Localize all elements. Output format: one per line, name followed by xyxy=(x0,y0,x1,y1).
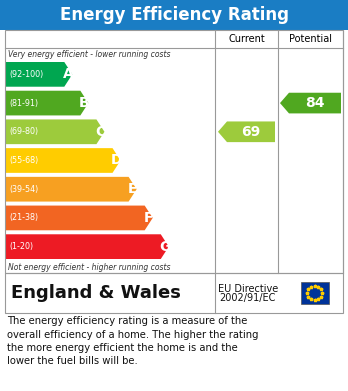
Text: (1-20): (1-20) xyxy=(9,242,33,251)
Text: 69: 69 xyxy=(242,125,261,139)
Polygon shape xyxy=(6,91,88,115)
Text: The energy efficiency rating is a measure of the: The energy efficiency rating is a measur… xyxy=(7,316,247,326)
Text: (39-54): (39-54) xyxy=(9,185,38,194)
Text: Very energy efficient - lower running costs: Very energy efficient - lower running co… xyxy=(8,50,171,59)
Text: G: G xyxy=(159,240,171,254)
Text: Current: Current xyxy=(228,34,265,44)
Text: 2002/91/EC: 2002/91/EC xyxy=(220,293,276,303)
Polygon shape xyxy=(218,122,275,142)
Text: C: C xyxy=(95,125,105,139)
Text: EU Directive: EU Directive xyxy=(218,284,278,294)
Text: lower the fuel bills will be.: lower the fuel bills will be. xyxy=(7,357,138,366)
Bar xyxy=(301,282,329,304)
Text: (92-100): (92-100) xyxy=(9,70,43,79)
Bar xyxy=(5,273,343,313)
Text: (81-91): (81-91) xyxy=(9,99,38,108)
Text: B: B xyxy=(79,96,90,110)
Text: Not energy efficient - higher running costs: Not energy efficient - higher running co… xyxy=(8,263,171,272)
Text: D: D xyxy=(111,154,122,167)
Text: England & Wales: England & Wales xyxy=(11,284,181,302)
Bar xyxy=(0,0,348,30)
Bar xyxy=(5,30,343,273)
Polygon shape xyxy=(6,148,120,173)
Text: (69-80): (69-80) xyxy=(9,127,38,136)
Text: (21-38): (21-38) xyxy=(9,213,38,222)
Text: (55-68): (55-68) xyxy=(9,156,38,165)
Text: Energy Efficiency Rating: Energy Efficiency Rating xyxy=(60,6,288,24)
Polygon shape xyxy=(6,62,72,87)
Text: Potential: Potential xyxy=(289,34,332,44)
Text: the more energy efficient the home is and the: the more energy efficient the home is an… xyxy=(7,343,238,353)
Text: overall efficiency of a home. The higher the rating: overall efficiency of a home. The higher… xyxy=(7,330,259,339)
Text: 84: 84 xyxy=(305,96,325,110)
Polygon shape xyxy=(280,93,341,113)
Text: F: F xyxy=(144,211,153,225)
Polygon shape xyxy=(6,206,153,230)
Polygon shape xyxy=(6,234,169,259)
Text: E: E xyxy=(128,182,137,196)
Polygon shape xyxy=(6,177,137,202)
Polygon shape xyxy=(6,119,104,144)
Text: A: A xyxy=(63,67,74,81)
